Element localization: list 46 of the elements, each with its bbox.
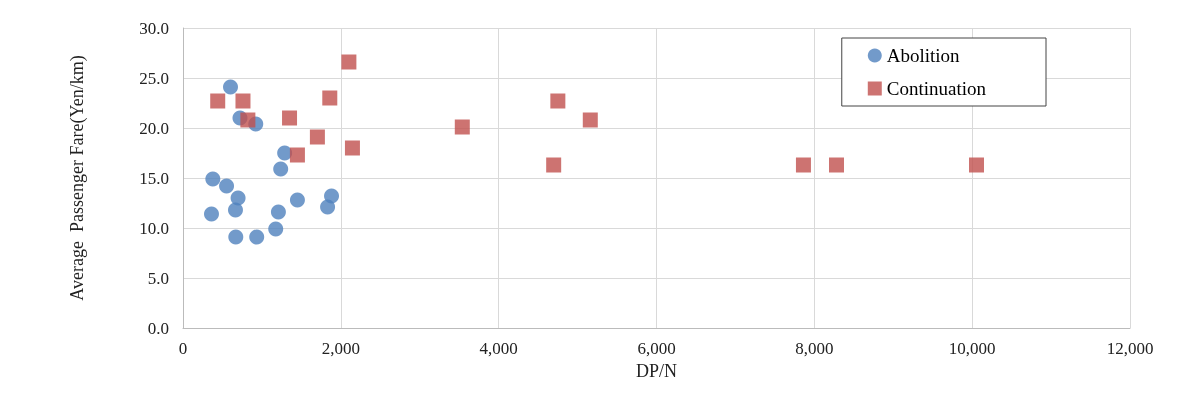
point	[289, 147, 305, 163]
point	[309, 129, 325, 145]
x-tick-label: 2,000	[321, 339, 360, 358]
x-tick-label: 6,000	[637, 339, 676, 358]
y-tick-label: 0.0	[147, 318, 169, 338]
point	[273, 161, 289, 177]
legend-label: Abolition	[886, 45, 961, 66]
point	[341, 54, 357, 70]
point	[270, 204, 286, 220]
point	[795, 157, 811, 173]
point	[228, 229, 244, 245]
point	[550, 93, 566, 109]
point	[219, 178, 235, 194]
point	[282, 110, 298, 126]
point	[829, 157, 845, 173]
y-tick-label: 25.0	[139, 68, 169, 88]
point	[235, 93, 251, 109]
x-tick-label: 4,000	[479, 339, 518, 358]
x-axis-title: DP/N	[635, 361, 678, 381]
point	[249, 229, 265, 245]
x-tick-label: 0	[178, 339, 188, 358]
point	[582, 112, 598, 128]
y-tick-label: 10.0	[139, 218, 169, 238]
point	[204, 206, 219, 222]
x-tick-label: 8,000	[795, 339, 834, 358]
y-tick-label: 5.0	[147, 268, 169, 288]
x-tick-label: 12,000	[1106, 339, 1154, 358]
point	[268, 221, 284, 237]
point	[969, 157, 985, 173]
point	[320, 199, 336, 215]
y-tick-label: 30.0	[139, 18, 169, 38]
point	[205, 171, 221, 187]
point	[223, 79, 239, 95]
point	[322, 90, 338, 106]
legend-label: Continuation	[886, 78, 987, 99]
point	[546, 157, 562, 173]
point	[454, 119, 470, 135]
y-tick-label: 15.0	[139, 168, 169, 188]
point	[344, 140, 360, 156]
x-tick-label: 10,000	[948, 339, 996, 358]
point	[240, 112, 256, 128]
y-axis-title: Average Passenger Fare(Yen/km)	[67, 55, 88, 301]
point	[210, 93, 226, 109]
point	[289, 192, 305, 208]
point	[228, 202, 243, 218]
y-tick-label: 20.0	[139, 118, 169, 138]
